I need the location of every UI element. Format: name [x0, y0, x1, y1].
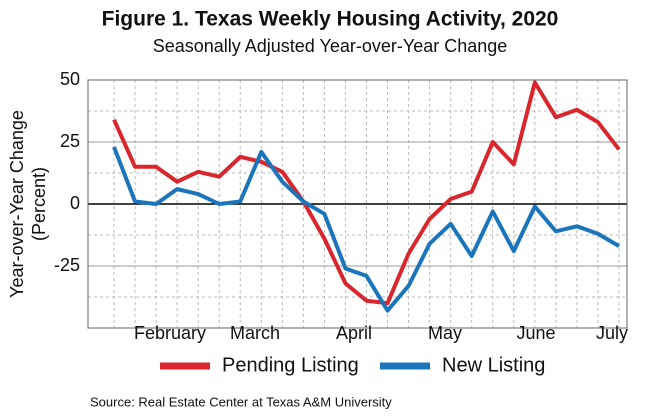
y-axis-label: Year-over-Year Change: [7, 110, 27, 298]
y-axis-label: (Percent): [29, 167, 49, 241]
legend-label: New Listing: [442, 354, 545, 376]
data-line: [112, 80, 621, 306]
x-tick-label: February: [134, 323, 206, 343]
data-line: [112, 146, 621, 313]
x-tick-label: May: [428, 323, 462, 343]
x-tick-label: April: [336, 323, 372, 343]
source-note: Source: Real Estate Center at Texas A&M …: [90, 394, 392, 409]
chart-subtitle: Seasonally Adjusted Year-over-Year Chang…: [153, 36, 508, 56]
legend-label: Pending Listing: [222, 354, 359, 376]
x-tick-label: July: [596, 323, 628, 343]
y-tick-label: 0: [70, 193, 80, 213]
y-tick-label: 50: [60, 69, 80, 89]
x-tick-label: March: [230, 323, 280, 343]
y-tick-label: 25: [60, 131, 80, 151]
chart-title: Figure 1. Texas Weekly Housing Activity,…: [102, 8, 559, 31]
plot-frame: [87, 79, 628, 329]
x-tick-label: June: [516, 323, 555, 343]
y-tick-label: -25: [54, 255, 80, 275]
